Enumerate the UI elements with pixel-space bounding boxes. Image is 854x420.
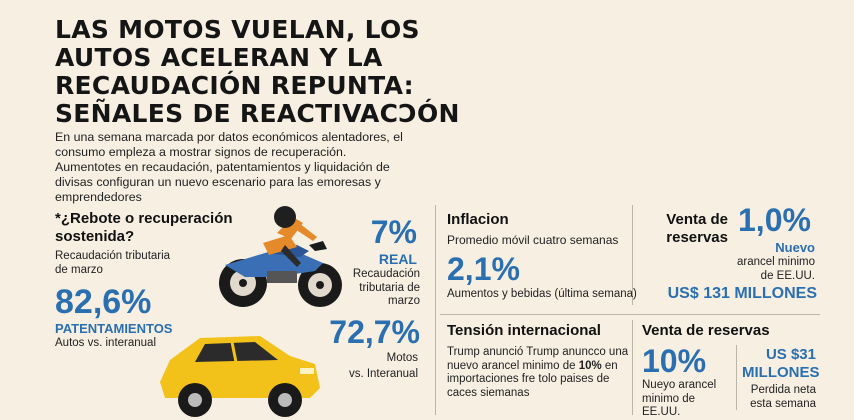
inflacion-title: Inflacion	[447, 211, 509, 228]
inflacion-note: Aumentos y bebidas (última semana)	[447, 288, 637, 300]
real-sub: Recaudación tributaria de marzo	[352, 268, 420, 307]
tension-title: Tensión internacional	[447, 322, 601, 339]
title-line-3: RECAUDACIÓN REPUNTA:	[55, 71, 414, 100]
real-label: REAL	[378, 251, 417, 267]
tension-text: Trump anunció Trump anuncco una nuevo ar…	[447, 346, 629, 400]
venta2-title: Venta de reservas	[642, 322, 770, 339]
tension-text-bold: 10%	[578, 359, 602, 372]
motos-value: 72,7%	[329, 314, 420, 350]
divider-top-right	[632, 205, 633, 305]
page-title: LAS MOTOS VUELAN, LOS AUTOS ACELERAN Y L…	[55, 16, 495, 128]
car-illustration	[160, 336, 320, 417]
inflacion-value: 2,1%	[447, 251, 520, 287]
divider-left	[435, 205, 436, 415]
patentamientos-value: 82,6%	[55, 283, 152, 321]
venta1-title: Venta de reservas	[666, 211, 728, 246]
title-line-1: LAS MOTOS VUELAN, LOS	[55, 15, 420, 44]
real-value: 7%	[370, 214, 417, 250]
tension-text-b: en importaciones fre tolo paises de cace…	[447, 359, 618, 399]
motos-label: Motos	[386, 352, 418, 364]
venta1-label: Nuevo	[775, 240, 815, 255]
divider-bottom-inner	[736, 345, 737, 410]
intro-text: En una semana marcada por datos económic…	[55, 130, 403, 204]
venta1-value: 1,0%	[738, 202, 811, 238]
recaudacion-label: Recaudación tributaria de marzo	[55, 250, 171, 276]
patentamientos-label: PATENTAMIENTOS	[55, 321, 173, 336]
motorcycle-illustration	[219, 206, 342, 307]
title-line-4: SEÑALES DE REACTIVACƆÓN	[55, 99, 460, 128]
rebote-heading: *¿Rebote o recuperación sostenida?	[55, 210, 233, 245]
inflacion-sub: Promedio móvil cuatro semanas	[447, 233, 619, 247]
venta2-value: 10%	[642, 343, 707, 379]
divider-bottom-right	[632, 320, 633, 415]
venta2-note: Perdida neta esta semana	[750, 384, 816, 410]
motos-sub: vs. Interanual	[348, 368, 418, 380]
divider-middle	[440, 314, 820, 315]
title-line-2: AUTOS ACELERAN Y LA	[55, 43, 383, 72]
tension-text-a: Trump anunció Trump anuncco una nuevo ar…	[447, 346, 629, 372]
venta1-sub: arancel minimo de EE.UU.	[737, 256, 815, 282]
venta1-amount: US$ 131 MILLONES	[667, 285, 817, 302]
venta2-sub: Nueyo arancel minimo de EE.UU.	[642, 379, 717, 418]
patentamientos-sub: Autos vs. interanual	[55, 337, 157, 349]
venta2-amount: US $31 MILLONES	[742, 346, 820, 381]
